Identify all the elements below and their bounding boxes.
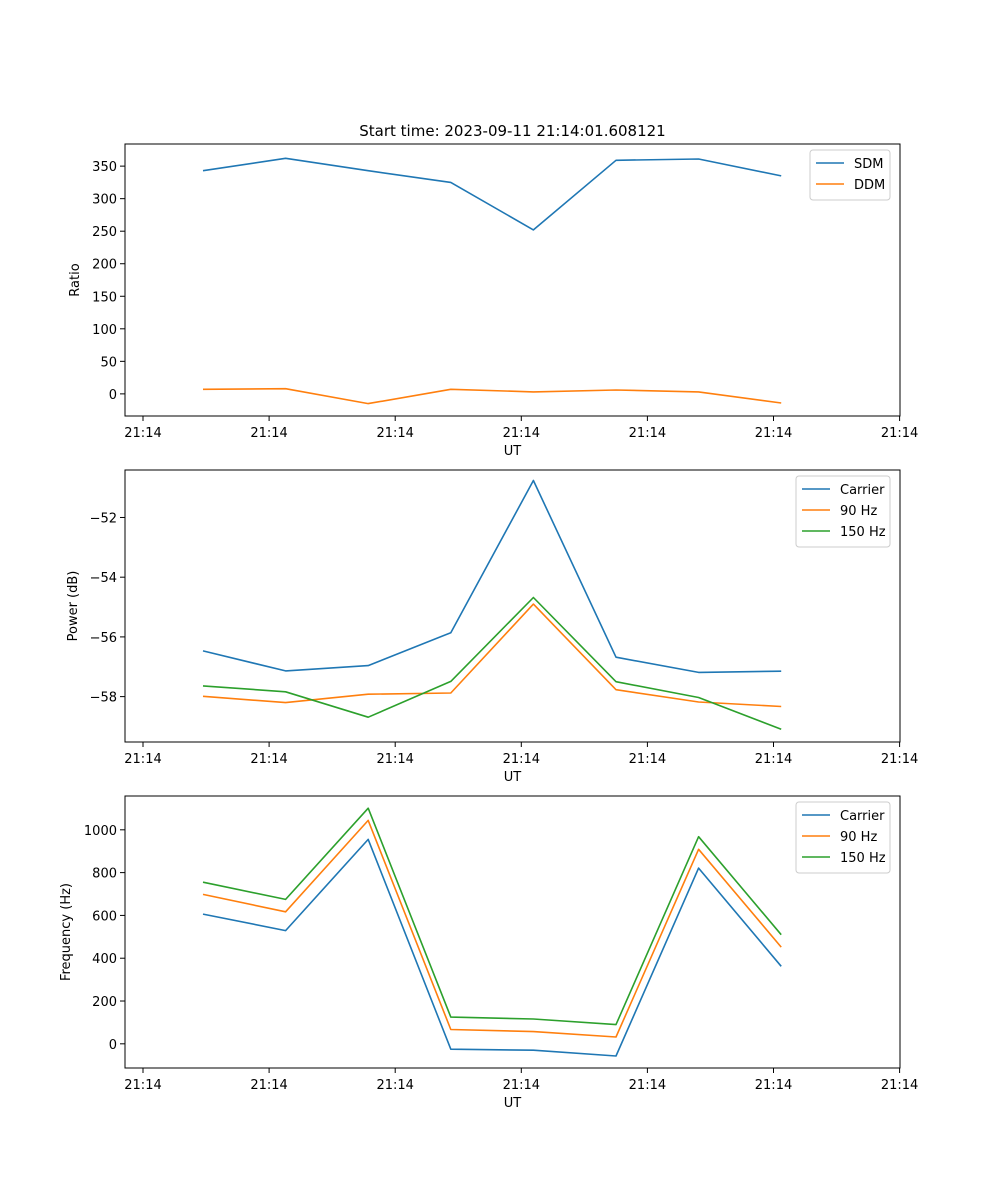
legend-label: 150 Hz xyxy=(840,851,886,866)
x-tick-label: 21:14 xyxy=(881,1078,918,1093)
x-tick-label: 21:14 xyxy=(629,752,666,767)
series-line-150-hz xyxy=(202,596,782,730)
plot-area-power xyxy=(124,469,901,743)
legend-label: 90 Hz xyxy=(840,504,877,519)
legend-label: 90 Hz xyxy=(840,830,877,845)
y-tick-label: 200 xyxy=(92,995,117,1010)
series-line-90-hz xyxy=(202,603,782,708)
series-line-carrier xyxy=(202,479,782,674)
x-tick-label: 21:14 xyxy=(881,752,918,767)
x-axis-label: UT xyxy=(504,1096,522,1111)
y-tick-label: −54 xyxy=(90,571,117,586)
x-tick-label: 21:14 xyxy=(503,426,540,441)
y-tick-label: −58 xyxy=(90,691,117,706)
x-tick-label: 21:14 xyxy=(503,752,540,767)
legend-label: SDM xyxy=(854,157,883,172)
legend-label: Carrier xyxy=(840,483,885,498)
x-tick-label: 21:14 xyxy=(376,752,413,767)
y-tick-label: −56 xyxy=(90,631,117,646)
chart-title: Start time: 2023-09-11 21:14:01.608121 xyxy=(359,122,665,140)
x-tick-label: 21:14 xyxy=(250,426,287,441)
plot-area-frequency xyxy=(124,795,901,1069)
y-tick-label: 50 xyxy=(100,355,117,370)
series-line-ddm xyxy=(202,387,782,405)
x-tick-label: 21:14 xyxy=(629,1078,666,1093)
legend: Carrier 90 Hz 150 Hz xyxy=(795,475,891,548)
panel-power: 21:1421:1421:1421:1421:1421:1421:1421:15… xyxy=(66,469,918,785)
y-tick-label: 250 xyxy=(92,225,117,240)
series-line-sdm xyxy=(202,157,782,231)
legend: SDM DDM xyxy=(809,149,891,201)
x-axis-label: UT xyxy=(504,770,522,785)
legend-box xyxy=(795,801,891,874)
x-tick-label: 21:14 xyxy=(755,426,792,441)
plot-area-ratio xyxy=(124,143,901,417)
panel-frequency: 21:1421:1421:1421:1421:1421:1421:1421:15… xyxy=(59,795,918,1111)
legend-label: 150 Hz xyxy=(840,525,886,540)
x-tick-label: 21:14 xyxy=(250,752,287,767)
y-tick-label: 0 xyxy=(109,388,117,403)
y-axis-label: Power (dB) xyxy=(66,571,81,642)
y-axis-label: Frequency (Hz) xyxy=(59,883,74,981)
x-axis-label: UT xyxy=(504,444,522,459)
series-line-carrier xyxy=(202,838,782,1057)
legend-box xyxy=(795,475,891,548)
series-line-150-hz xyxy=(202,807,782,1026)
x-tick-label: 21:14 xyxy=(124,1078,161,1093)
y-tick-label: 300 xyxy=(92,193,117,208)
series-line-90-hz xyxy=(202,819,782,1038)
x-tick-label: 21:14 xyxy=(124,426,161,441)
y-tick-label: 600 xyxy=(92,909,117,924)
y-tick-label: 1000 xyxy=(84,824,117,839)
panel-ratio: 21:1421:1421:1421:1421:1421:1421:1421:15… xyxy=(68,143,918,459)
y-tick-label: 200 xyxy=(92,258,117,273)
y-tick-label: 100 xyxy=(92,323,117,338)
y-tick-label: −52 xyxy=(90,511,117,526)
x-tick-label: 21:14 xyxy=(376,1078,413,1093)
x-tick-label: 21:14 xyxy=(629,426,666,441)
y-tick-label: 150 xyxy=(92,290,117,305)
y-tick-label: 800 xyxy=(92,867,117,882)
y-axis-label: Ratio xyxy=(68,263,83,296)
y-tick-label: 0 xyxy=(109,1038,117,1053)
y-tick-label: 400 xyxy=(92,952,117,967)
x-tick-label: 21:14 xyxy=(250,1078,287,1093)
x-tick-label: 21:14 xyxy=(376,426,413,441)
x-tick-label: 21:14 xyxy=(755,752,792,767)
legend-label: Carrier xyxy=(840,809,885,824)
x-tick-label: 21:14 xyxy=(503,1078,540,1093)
legend-label: DDM xyxy=(854,178,885,193)
x-tick-label: 21:14 xyxy=(124,752,161,767)
y-tick-label: 350 xyxy=(92,160,117,175)
legend: Carrier 90 Hz 150 Hz xyxy=(795,801,891,874)
x-tick-label: 21:14 xyxy=(881,426,918,441)
x-tick-label: 21:14 xyxy=(755,1078,792,1093)
